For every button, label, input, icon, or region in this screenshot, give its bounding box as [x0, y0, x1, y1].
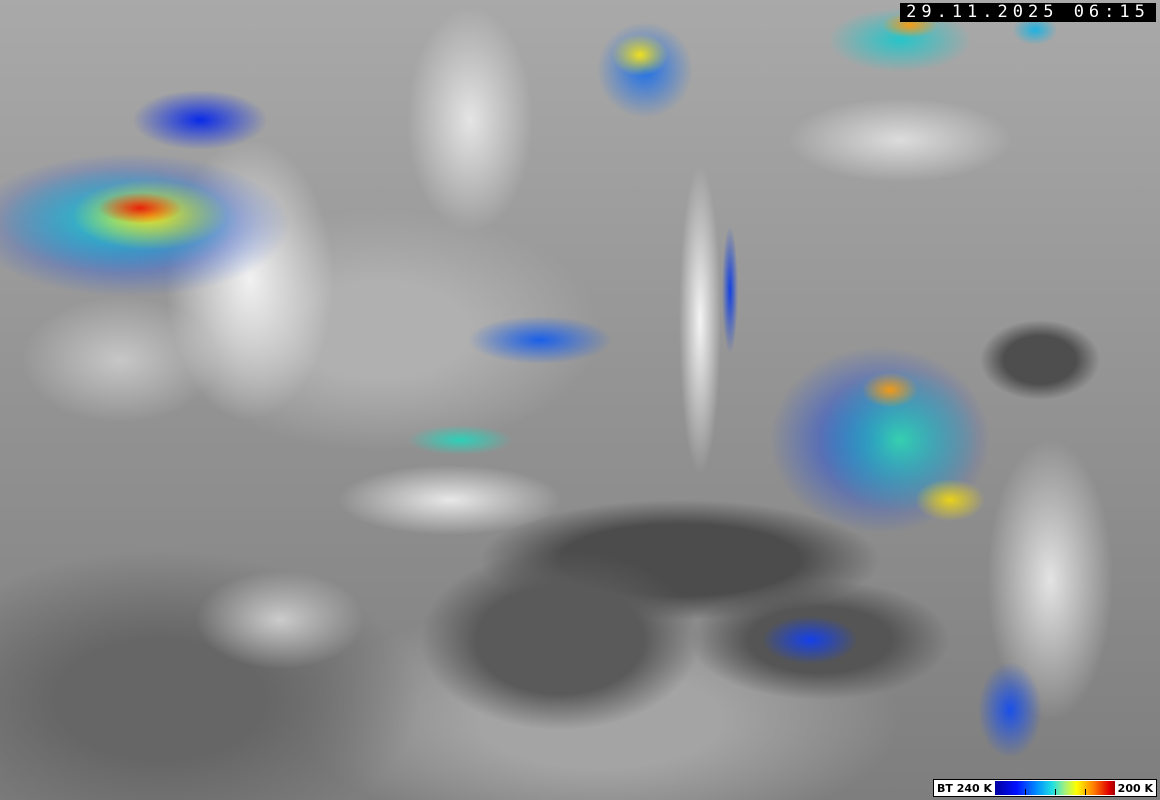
timestamp: 29.11.2025 06:15: [900, 3, 1156, 22]
legend-min-label: BT 240 K: [937, 781, 993, 795]
legend-tick: [1024, 789, 1026, 795]
legend-tick: [1084, 789, 1086, 795]
legend-color-bar: [995, 781, 1115, 795]
legend-tick: [1054, 789, 1056, 795]
legend-max-label: 200 K: [1117, 781, 1153, 795]
color-scale-legend: BT 240 K 200 K: [933, 779, 1157, 797]
